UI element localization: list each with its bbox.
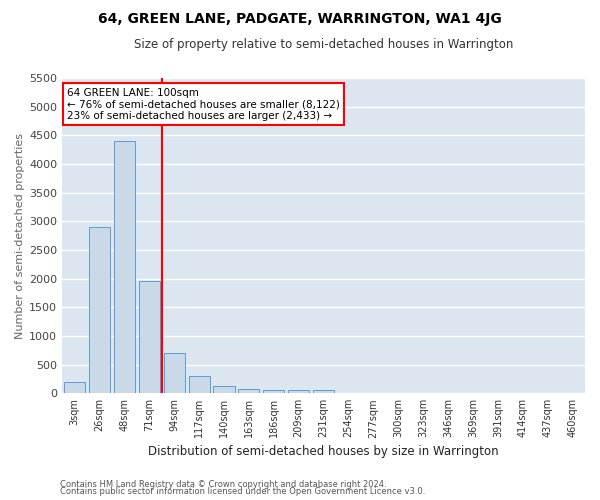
- X-axis label: Distribution of semi-detached houses by size in Warrington: Distribution of semi-detached houses by …: [148, 444, 499, 458]
- Bar: [288, 390, 309, 393]
- Bar: [188, 376, 209, 393]
- Text: Contains HM Land Registry data © Crown copyright and database right 2024.: Contains HM Land Registry data © Crown c…: [60, 480, 386, 489]
- Bar: [214, 386, 235, 393]
- Text: 64 GREEN LANE: 100sqm
← 76% of semi-detached houses are smaller (8,122)
23% of s: 64 GREEN LANE: 100sqm ← 76% of semi-deta…: [67, 88, 340, 120]
- Text: 64, GREEN LANE, PADGATE, WARRINGTON, WA1 4JG: 64, GREEN LANE, PADGATE, WARRINGTON, WA1…: [98, 12, 502, 26]
- Bar: [64, 382, 85, 393]
- Bar: [263, 390, 284, 393]
- Y-axis label: Number of semi-detached properties: Number of semi-detached properties: [15, 132, 25, 338]
- Bar: [164, 353, 185, 393]
- Bar: [139, 282, 160, 393]
- Bar: [313, 390, 334, 393]
- Bar: [89, 227, 110, 393]
- Title: Size of property relative to semi-detached houses in Warrington: Size of property relative to semi-detach…: [134, 38, 513, 51]
- Bar: [114, 141, 135, 393]
- Text: Contains public sector information licensed under the Open Government Licence v3: Contains public sector information licen…: [60, 487, 425, 496]
- Bar: [238, 389, 259, 393]
